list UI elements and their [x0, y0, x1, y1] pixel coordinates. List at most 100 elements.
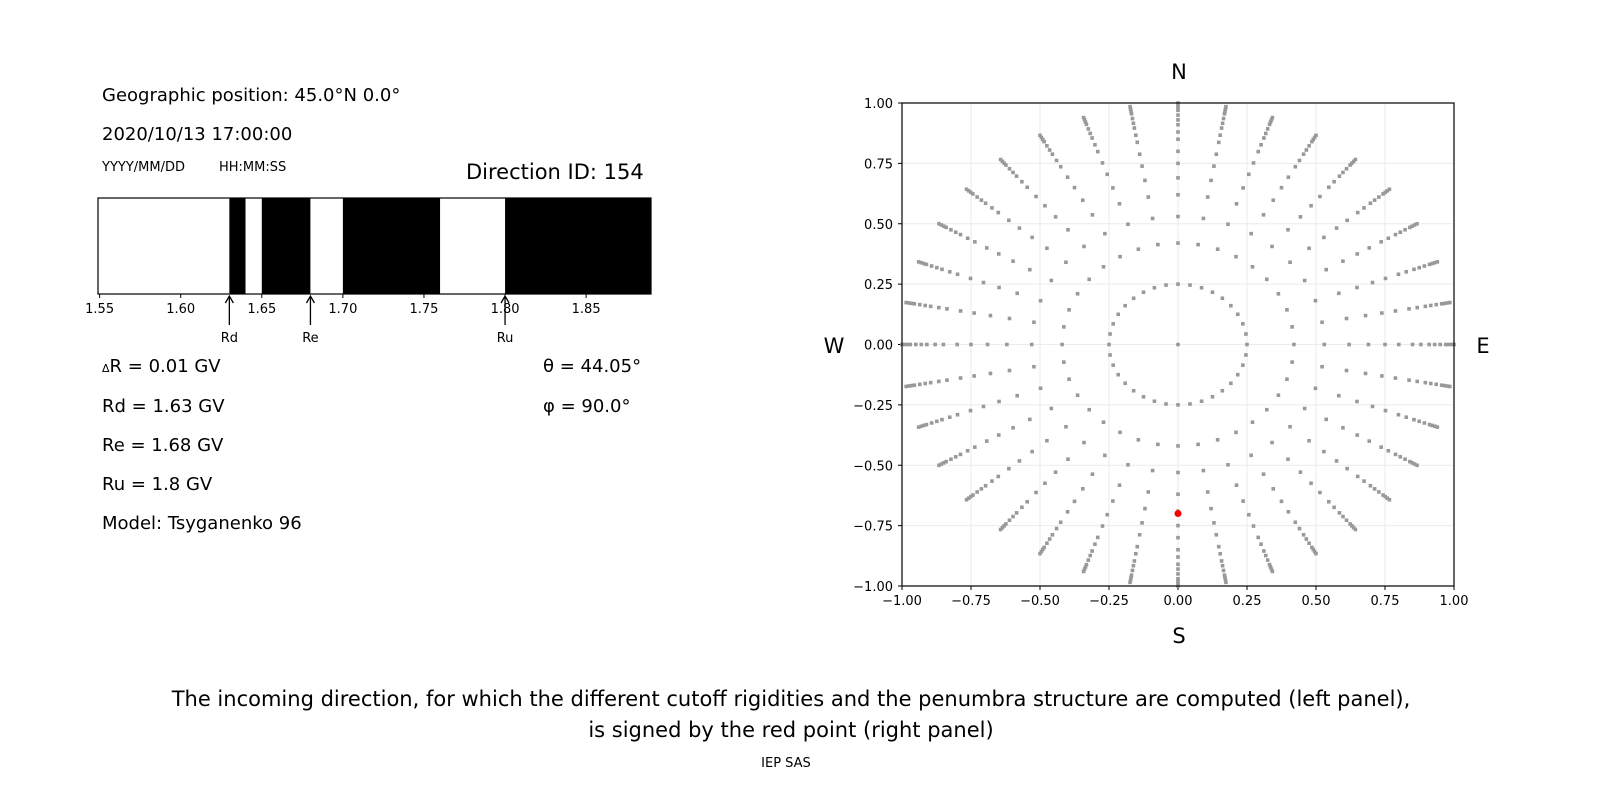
data-point [966, 496, 971, 500]
data-point [1062, 325, 1066, 329]
data-point [1341, 170, 1345, 175]
data-point [1011, 426, 1015, 430]
data-point [1176, 492, 1180, 497]
data-point [988, 313, 993, 318]
data-point [1128, 104, 1132, 109]
data-point [1448, 384, 1452, 389]
data-point [1246, 172, 1251, 177]
data-point [1367, 246, 1372, 250]
data-point [1445, 384, 1449, 388]
data-point [1435, 260, 1440, 264]
data-point [1065, 510, 1070, 514]
data-point [1223, 107, 1228, 111]
delta-symbol: Δ [102, 362, 110, 375]
data-point [1176, 342, 1180, 347]
data-point [1108, 332, 1112, 336]
y-tick-label: −0.75 [853, 520, 893, 535]
data-point [1307, 541, 1311, 545]
bar-frame [97, 197, 652, 295]
data-point [1396, 272, 1401, 277]
data-point [1344, 316, 1349, 321]
compass-s: S [1172, 624, 1185, 648]
data-point [1396, 412, 1401, 417]
data-point [922, 423, 926, 428]
data-point [1307, 246, 1311, 251]
data-point [1082, 118, 1087, 122]
data-point [1302, 278, 1307, 283]
data-point [1128, 107, 1133, 111]
data-point [1123, 303, 1127, 308]
data-point [1220, 121, 1225, 126]
data-point [1251, 161, 1256, 165]
data-point [1383, 190, 1387, 195]
data-point [1176, 122, 1180, 127]
data-point [1290, 360, 1294, 364]
data-point [908, 342, 913, 347]
data-point [1326, 185, 1331, 190]
data-point [1205, 195, 1210, 199]
y-tick-label: 1.00 [864, 97, 893, 112]
data-point [1417, 419, 1422, 424]
data-point [1136, 438, 1141, 442]
data-point [1224, 104, 1228, 109]
data-point [1348, 522, 1352, 526]
data-point [1347, 342, 1351, 347]
data-point [1067, 377, 1071, 381]
data-point [1117, 201, 1122, 206]
data-point [1156, 242, 1160, 247]
data-point [1377, 490, 1381, 494]
data-point [1270, 244, 1274, 249]
data-point [1095, 149, 1100, 154]
data-point [1351, 525, 1356, 530]
data-point [1176, 523, 1180, 528]
data-point [1404, 270, 1409, 274]
data-point [1348, 163, 1352, 167]
data-point [1152, 285, 1157, 290]
data-point [955, 412, 960, 417]
data-point [1288, 424, 1292, 429]
data-point [975, 490, 979, 494]
data-point [1234, 201, 1239, 206]
data-point [1072, 499, 1077, 504]
data-point [1314, 133, 1318, 138]
x-tick-label: −0.75 [951, 594, 991, 609]
data-point [990, 479, 994, 483]
x-tick-label: 0.25 [1233, 594, 1262, 609]
data-point [1410, 342, 1415, 347]
x-tick-label: −1.00 [882, 594, 922, 609]
data-point [923, 303, 928, 308]
data-point [1310, 139, 1314, 144]
data-point [1054, 526, 1059, 531]
data-point [965, 448, 970, 453]
data-point [1049, 406, 1054, 411]
data-point [966, 189, 971, 193]
marker-label-Ru: Ru [497, 331, 514, 346]
x-tick-label: 1.55 [85, 302, 114, 317]
data-point [1116, 312, 1121, 317]
data-point [1309, 481, 1313, 486]
data-point [997, 399, 1001, 404]
data-point [1313, 386, 1318, 391]
data-point [1050, 152, 1055, 156]
data-point [1223, 575, 1227, 580]
data-point [1314, 551, 1318, 556]
data-point [1422, 264, 1427, 268]
ru-value: Ru = 1.8 GV [102, 474, 213, 495]
data-point [1209, 506, 1213, 511]
data-point [1129, 109, 1133, 114]
data-point [1383, 342, 1387, 347]
data-point [1140, 164, 1144, 168]
data-point [1311, 547, 1316, 552]
compass-w: W [824, 334, 845, 358]
data-point [1419, 342, 1423, 347]
data-point [1355, 252, 1360, 256]
data-point [1084, 122, 1089, 127]
data-point [1188, 402, 1192, 406]
data-point [1442, 301, 1447, 306]
data-point [1081, 115, 1086, 120]
x-tick-label: 1.75 [409, 302, 438, 317]
data-point [916, 425, 921, 429]
data-point [1042, 545, 1046, 550]
arrow-head-icon [224, 294, 234, 304]
data-point [1268, 565, 1273, 569]
